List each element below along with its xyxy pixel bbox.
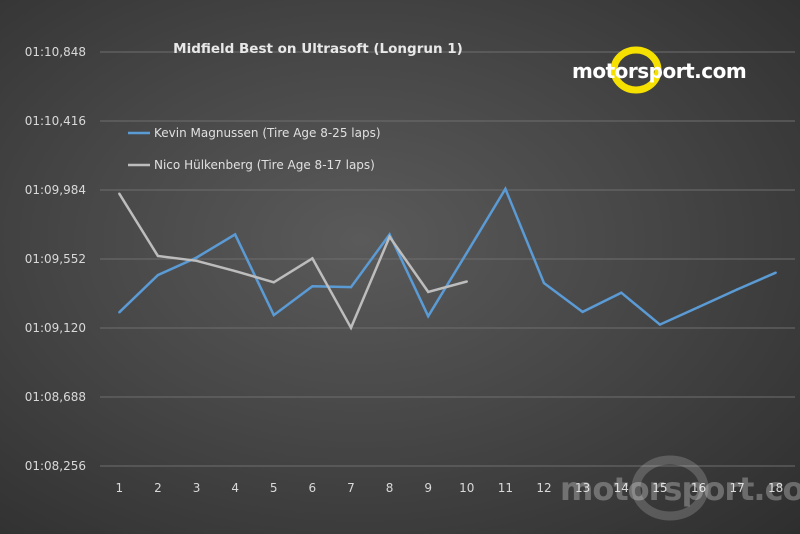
- y-tick-label: 01:09,552: [25, 252, 86, 266]
- x-tick-label: 2: [154, 481, 162, 495]
- data-point: [233, 269, 237, 273]
- data-point: [774, 271, 777, 274]
- x-tick-label: 13: [575, 481, 590, 495]
- chart-title: Midfield Best on Ultrasoft (Longrun 1): [173, 41, 463, 57]
- data-point: [697, 305, 700, 309]
- data-point: [542, 281, 546, 285]
- data-point: [272, 313, 275, 317]
- x-tick-label: 18: [768, 481, 783, 495]
- data-point: [118, 192, 121, 195]
- x-tick-label: 4: [231, 481, 239, 495]
- data-point: [349, 285, 353, 289]
- x-tick-label: 7: [347, 481, 355, 495]
- x-tick-label: 14: [614, 481, 629, 495]
- series-line-magnussen: [118, 186, 777, 327]
- y-tick-label: 01:10,416: [25, 114, 86, 128]
- data-point: [311, 257, 314, 260]
- x-tick-label: 6: [309, 481, 317, 495]
- legend-label-magnussen: Kevin Magnussen (Tire Age 8-25 laps): [154, 126, 381, 140]
- data-point: [504, 187, 507, 191]
- x-tick-label: 11: [498, 481, 513, 495]
- watermark: motorsport.com: [560, 455, 800, 521]
- data-point: [311, 285, 314, 288]
- motorsport-logo: motorsport.com: [572, 46, 747, 94]
- data-point: [658, 323, 662, 326]
- y-tick-label: 01:09,984: [25, 183, 86, 197]
- data-point: [735, 288, 739, 291]
- x-axis-ticks: 1 2 3 4 5 6 7 8 9 10 11 12 13 14 15 16 17 18: [115, 481, 783, 495]
- series-line-hulkenberg: [118, 193, 468, 331]
- data-point: [233, 233, 237, 236]
- series-layer: [118, 186, 777, 331]
- data-point: [465, 280, 469, 283]
- watermark-ring-icon: [631, 455, 709, 521]
- x-tick-label: 8: [386, 481, 394, 495]
- x-tick-label: 5: [270, 481, 278, 495]
- data-point: [465, 251, 469, 254]
- legend-label-hulkenberg: Nico Hülkenberg (Tire Age 8-17 laps): [154, 158, 375, 172]
- data-point: [195, 259, 198, 262]
- data-point: [426, 314, 430, 318]
- data-point: [118, 311, 121, 314]
- legend: Kevin Magnussen (Tire Age 8-25 laps) Nic…: [128, 126, 381, 172]
- data-point: [581, 310, 584, 314]
- logo-ring-icon: [610, 46, 662, 94]
- x-tick-label: 15: [652, 481, 667, 495]
- x-tick-label: 9: [424, 481, 432, 495]
- x-tick-label: 12: [536, 481, 551, 495]
- data-point: [426, 290, 430, 294]
- x-tick-label: 16: [691, 481, 706, 495]
- data-point: [156, 254, 160, 258]
- watermark-text: motorsport.com: [560, 470, 800, 508]
- grid-layer: [100, 51, 795, 467]
- x-tick-label: 17: [729, 481, 744, 495]
- data-point: [349, 326, 353, 330]
- x-tick-label: 3: [193, 481, 201, 495]
- data-point: [272, 281, 275, 284]
- y-tick-label: 01:08,256: [25, 459, 86, 473]
- data-point: [156, 273, 160, 277]
- data-point: [195, 256, 198, 259]
- x-tick-label: 10: [459, 481, 474, 495]
- data-point: [388, 235, 391, 238]
- y-axis-ticks: 01:08,256 01:08,688 01:09,120 01:09,552 01:0…: [25, 45, 86, 473]
- data-point: [620, 291, 623, 294]
- y-tick-label: 01:10,848: [25, 45, 86, 59]
- data-point: [388, 233, 391, 236]
- y-tick-label: 01:08,688: [25, 390, 86, 404]
- y-tick-label: 01:09,120: [25, 321, 86, 335]
- x-tick-label: 1: [115, 481, 123, 495]
- logo-text: motorsport.com: [572, 59, 746, 83]
